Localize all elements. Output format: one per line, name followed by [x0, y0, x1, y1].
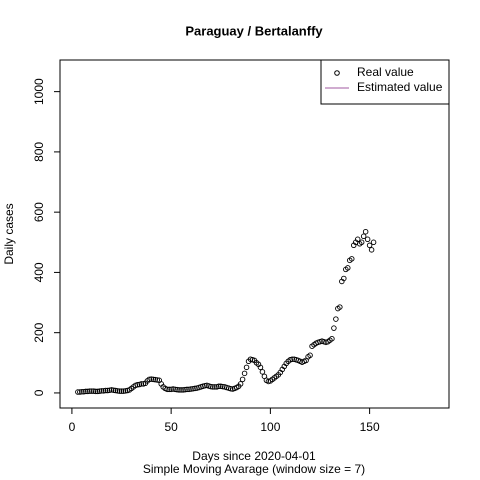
- y-tick-label: 0: [32, 389, 46, 396]
- data-point: [164, 386, 170, 393]
- data-point: [182, 386, 188, 393]
- data-point: [345, 265, 351, 271]
- x-axis-label: Days since 2020-04-01: [192, 449, 316, 463]
- data-point: [112, 387, 119, 394]
- data-point: [192, 385, 198, 392]
- data-point: [307, 352, 313, 359]
- data-point: [210, 384, 216, 390]
- data-point: [218, 383, 224, 390]
- x-tick-label: 150: [360, 420, 380, 434]
- data-point: [257, 364, 264, 371]
- data-point: [90, 388, 97, 394]
- data-point: [202, 382, 208, 389]
- data-point: [370, 239, 377, 246]
- data-point: [146, 376, 153, 383]
- data-point: [87, 388, 93, 394]
- data-point: [170, 386, 176, 392]
- data-point: [227, 385, 234, 392]
- data-point: [83, 388, 89, 395]
- y-axis-label: Daily cases: [2, 203, 16, 264]
- data-point: [166, 386, 172, 393]
- data-point: [89, 388, 95, 394]
- data-point: [116, 388, 123, 394]
- data-point: [243, 364, 250, 371]
- data-point: [114, 388, 121, 394]
- data-point: [154, 377, 160, 383]
- data-point: [333, 316, 339, 322]
- data-point: [106, 387, 113, 393]
- data-point: [186, 386, 192, 393]
- legend-marker: [334, 70, 340, 76]
- data-point: [366, 242, 373, 249]
- chart-title: Paraguay / Bertalanffy: [185, 23, 323, 38]
- data-point: [360, 233, 367, 240]
- data-point: [237, 381, 244, 387]
- data-point: [152, 376, 159, 383]
- data-point: [100, 388, 107, 394]
- plot-frame: [59, 59, 450, 409]
- y-tick-label: 400: [32, 262, 46, 282]
- data-point: [362, 228, 369, 235]
- data-point: [172, 386, 178, 393]
- x-tick-label: 100: [260, 420, 280, 434]
- data-point: [168, 386, 174, 393]
- data-point: [349, 256, 355, 262]
- data-point: [216, 383, 222, 390]
- data-point: [174, 386, 180, 393]
- y-tick-label: 200: [32, 322, 46, 342]
- data-point: [289, 356, 295, 362]
- data-point: [134, 382, 141, 388]
- data-point: [208, 383, 214, 390]
- data-point: [148, 376, 155, 382]
- data-point: [364, 236, 371, 243]
- data-point: [190, 385, 196, 392]
- data-point: [239, 376, 246, 383]
- y-tick-label: 1000: [32, 78, 46, 105]
- data-point: [85, 388, 91, 395]
- data-point: [138, 381, 145, 387]
- data-point: [110, 387, 117, 393]
- data-point: [178, 387, 184, 393]
- data-point: [92, 388, 99, 395]
- data-point: [180, 387, 186, 393]
- data-point: [241, 370, 248, 377]
- data-point: [102, 387, 109, 394]
- data-point: [79, 388, 85, 395]
- data-point: [120, 388, 127, 394]
- x-tick-label: 50: [164, 420, 178, 434]
- data-point: [219, 383, 226, 390]
- data-point: [259, 369, 266, 375]
- y-tick-label: 800: [32, 142, 46, 162]
- legend-box: [320, 59, 450, 105]
- data-point: [94, 388, 101, 395]
- data-point: [150, 376, 157, 383]
- data-point: [75, 389, 81, 395]
- legend-label: Estimated value: [357, 80, 443, 94]
- data-point: [331, 325, 337, 331]
- data-point: [81, 388, 87, 395]
- y-tick-label: 600: [32, 202, 46, 222]
- legend-label: Real value: [357, 65, 414, 79]
- data-point: [329, 335, 335, 342]
- data-point: [96, 388, 103, 394]
- data-point: [122, 388, 129, 394]
- data-point: [98, 388, 105, 394]
- data-point: [108, 387, 115, 393]
- x-tick-label: 0: [69, 420, 76, 434]
- data-point: [176, 387, 182, 393]
- data-point: [212, 384, 218, 390]
- data-point: [184, 386, 190, 393]
- data-point: [368, 247, 375, 253]
- data-point: [354, 236, 361, 243]
- data-point: [118, 388, 125, 394]
- data-point: [104, 387, 111, 394]
- data-point: [337, 304, 343, 310]
- data-point: [77, 389, 83, 395]
- subtitle: Simple Moving Avarage (window size = 7): [143, 462, 365, 476]
- data-point: [188, 386, 194, 392]
- data-point: [358, 239, 365, 246]
- data-point: [341, 275, 347, 282]
